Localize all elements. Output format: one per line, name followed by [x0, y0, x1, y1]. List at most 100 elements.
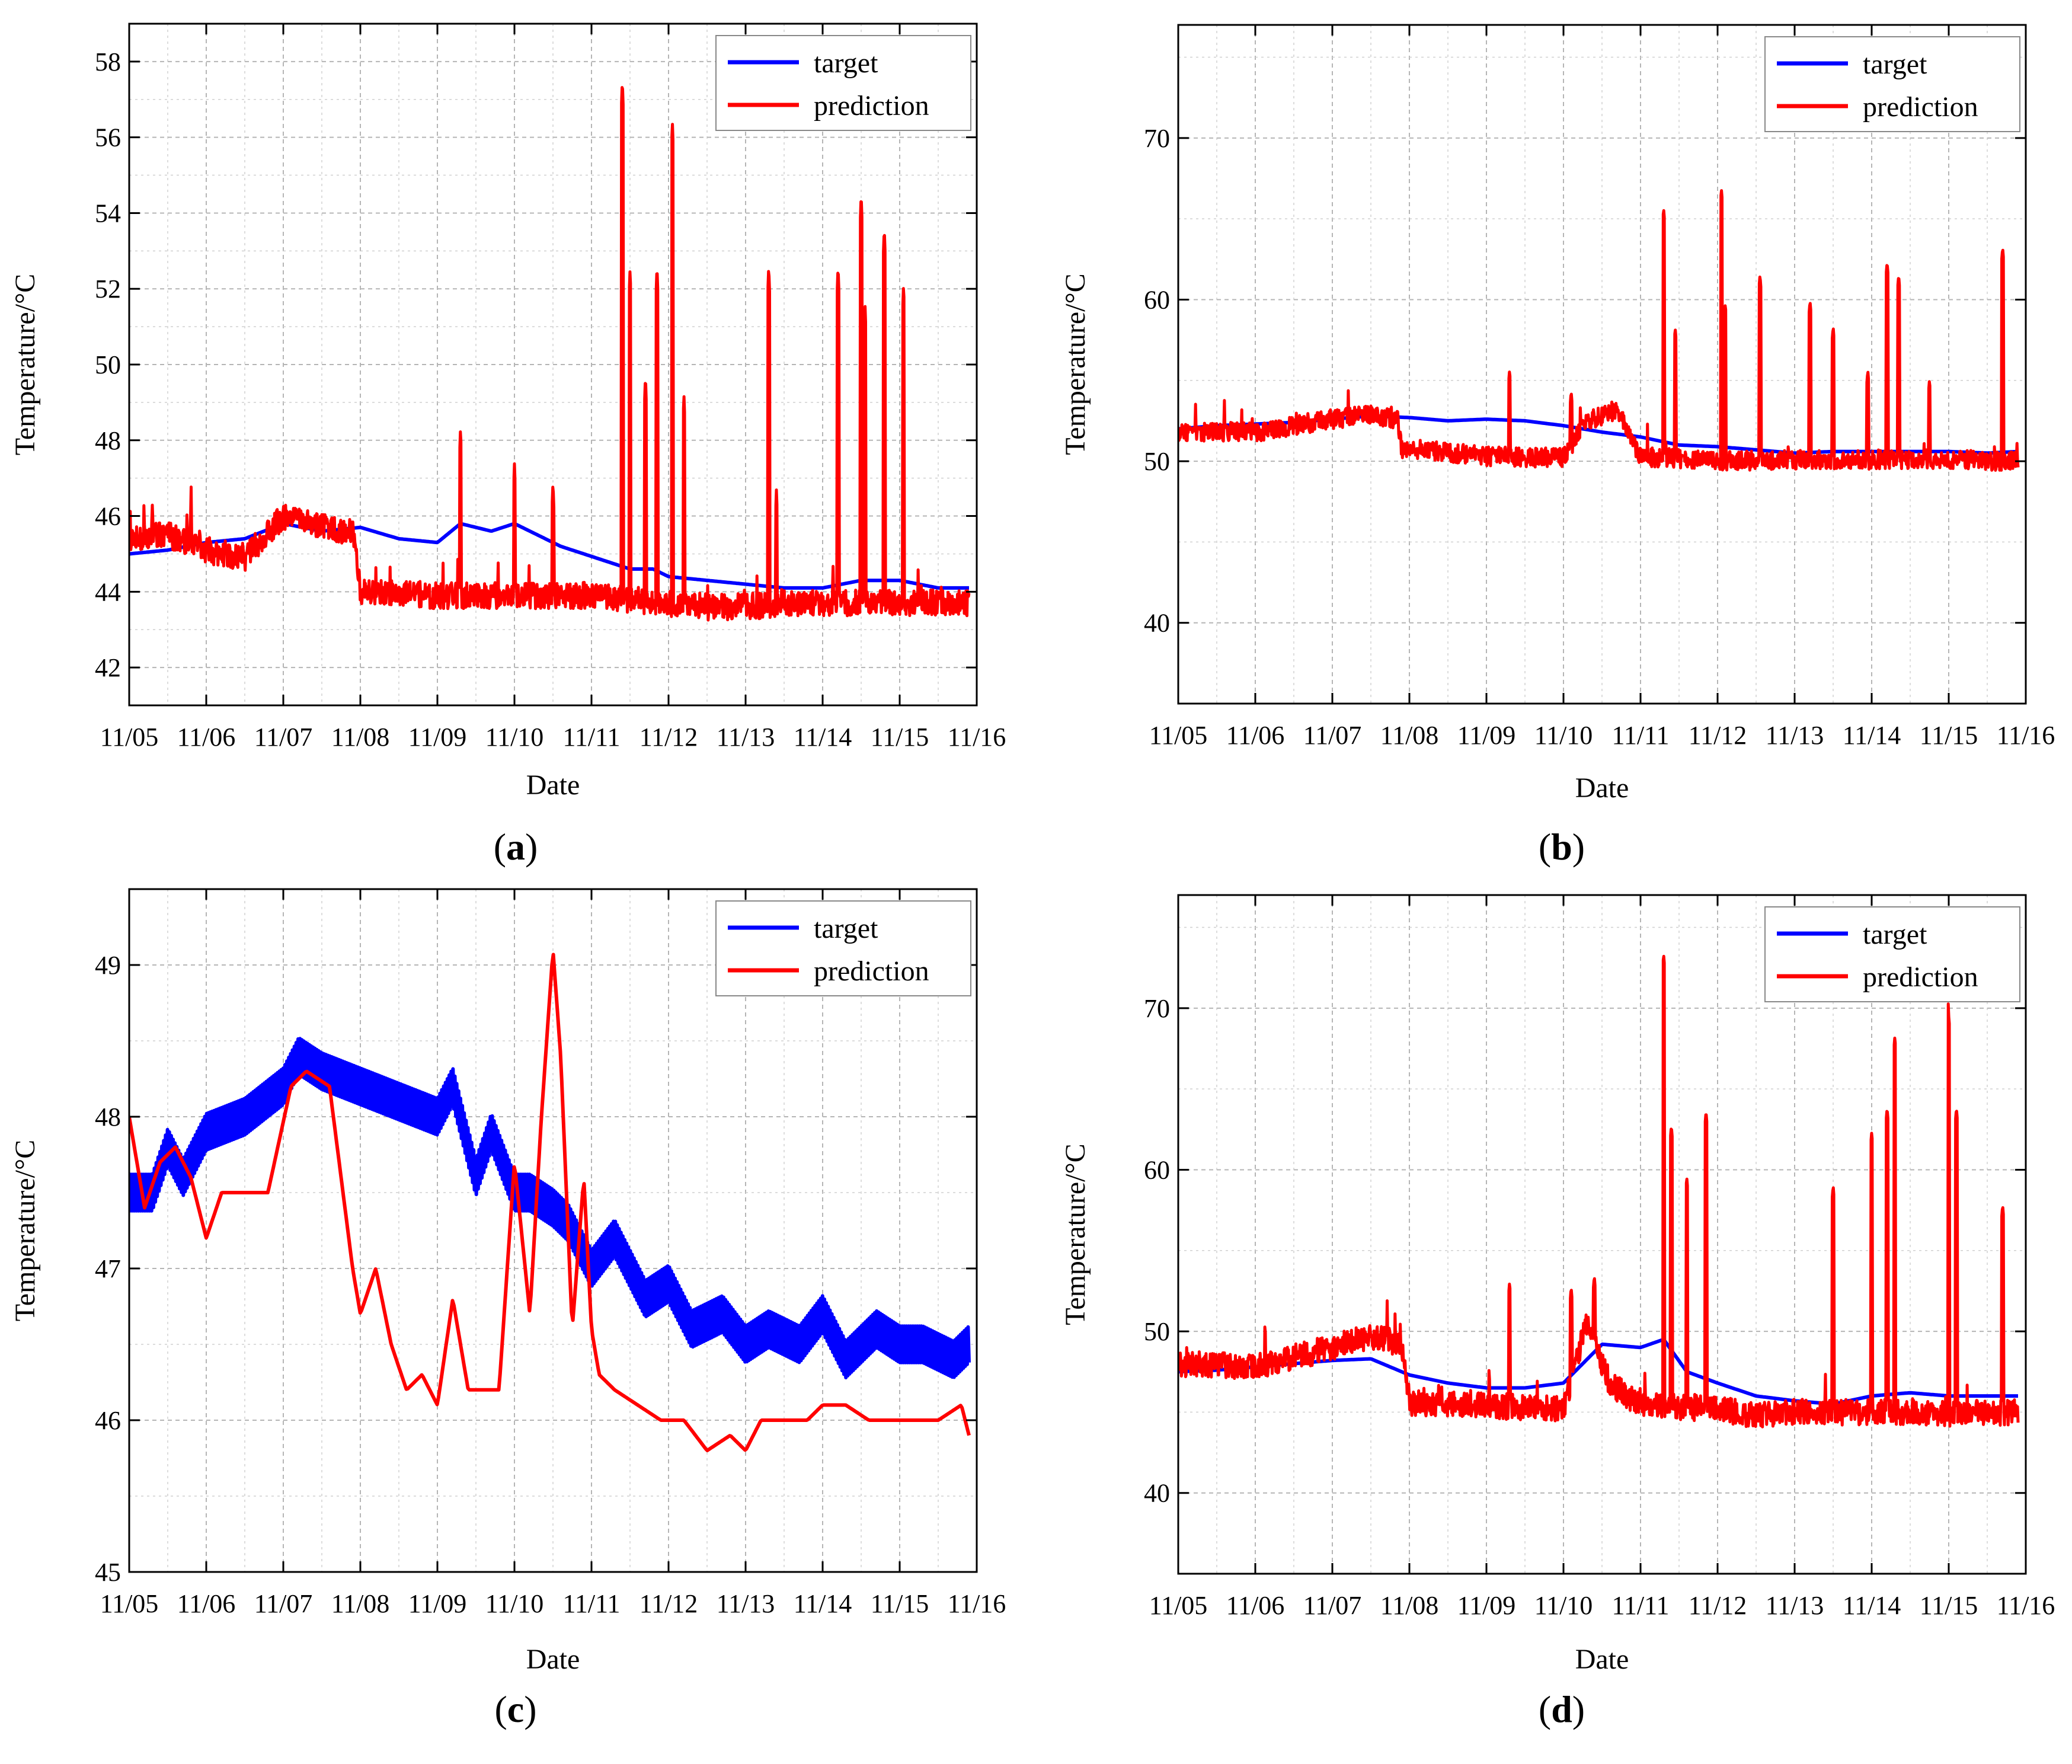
- x-tick-label: 11/16: [1997, 721, 2055, 750]
- y-tick-label: 58: [95, 47, 121, 76]
- caption-open-paren: (: [494, 826, 506, 868]
- caption-open-paren: (: [1539, 1688, 1551, 1730]
- caption-open-paren: (: [1539, 826, 1551, 868]
- y-tick-label: 40: [1144, 1479, 1170, 1508]
- y-tick-label: 70: [1144, 124, 1170, 153]
- x-tick-label: 11/16: [1997, 1591, 2055, 1620]
- x-tick-label: 11/05: [100, 723, 159, 752]
- series-group: [1178, 954, 2020, 1429]
- y-tick-label: 52: [95, 274, 121, 303]
- y-tick-label: 50: [95, 350, 121, 379]
- y-tick-label: 48: [95, 426, 121, 455]
- chart-panel-d: 11/05 11/06 11/07 11/08 11/09 11/10 11/11 11/12…: [1060, 894, 2055, 1730]
- series-group: [1178, 189, 2020, 472]
- x-tick-label: 11/11: [1612, 721, 1670, 750]
- x-tick-label: 11/10: [1534, 1591, 1593, 1620]
- x-axis-label: Date: [526, 769, 580, 801]
- plot-frame: [1177, 24, 2027, 705]
- caption-close-paren: ): [1572, 1688, 1585, 1730]
- x-tick-label: 11/12: [1689, 721, 1747, 750]
- y-tick-label: 50: [1144, 1317, 1170, 1346]
- plot-frame: [1177, 894, 2027, 1575]
- x-tick-label: 11/13: [717, 1589, 775, 1618]
- x-tick-label: 11/10: [485, 723, 544, 752]
- legend-label-prediction: prediction: [1863, 91, 1978, 123]
- x-tick-label: 11/05: [1149, 721, 1208, 750]
- x-tick-label: 11/08: [331, 1589, 390, 1618]
- x-tick-label: 11/06: [1226, 721, 1285, 750]
- x-tick-label: 11/14: [794, 723, 852, 752]
- caption-close-paren: ): [524, 1688, 536, 1730]
- chart-panel-c: 11/05 11/06 11/07 11/08 11/09 11/10 11/11 11/12…: [9, 888, 1006, 1730]
- series-line-prediction: [1178, 954, 2020, 1429]
- chart-panel-a: 11/05 11/06 11/07 11/08 11/09 11/10 11/11 11/12…: [9, 23, 1006, 868]
- legend-label-target: target: [814, 47, 878, 79]
- y-tick-label: 46: [95, 502, 121, 531]
- x-tick-label: 11/15: [871, 1589, 929, 1618]
- x-tick-label: 11/11: [563, 723, 621, 752]
- x-tick-label: 11/07: [1303, 1591, 1362, 1620]
- legend: target prediction: [715, 35, 971, 131]
- y-tick-label: 49: [95, 951, 121, 980]
- caption-letter: c: [507, 1688, 524, 1730]
- panel-caption: (a): [494, 826, 538, 868]
- legend-box: [1764, 36, 2020, 132]
- caption-letter: d: [1551, 1688, 1572, 1730]
- y-tick-label: 50: [1144, 447, 1170, 476]
- x-tick-label: 11/07: [254, 1589, 313, 1618]
- legend-label-prediction: prediction: [814, 90, 929, 122]
- x-tick-label: 11/11: [1612, 1591, 1670, 1620]
- legend-box: [715, 900, 971, 996]
- caption-open-paren: (: [494, 1688, 507, 1730]
- x-tick-label: 11/11: [563, 1589, 621, 1618]
- x-tick-label: 11/07: [1303, 721, 1362, 750]
- y-tick-label: 45: [95, 1558, 121, 1587]
- series-group: [129, 86, 971, 622]
- x-tick-label: 11/07: [254, 723, 313, 752]
- y-axis-label: Temperature/°C: [9, 274, 41, 455]
- x-tick-label: 11/08: [1380, 721, 1439, 750]
- y-tick-label: 47: [95, 1254, 121, 1283]
- legend-label-prediction: prediction: [814, 956, 929, 987]
- caption-close-paren: ): [1572, 826, 1585, 868]
- series-line-prediction: [1178, 189, 2020, 472]
- chart-panel-b: 11/05 11/06 11/07 11/08 11/09 11/10 11/11 11/12…: [1060, 24, 2055, 868]
- series-line-prediction: [129, 86, 971, 622]
- y-tick-label: 44: [95, 577, 121, 606]
- x-tick-label: 11/09: [408, 723, 467, 752]
- x-tick-label: 11/16: [948, 1589, 1006, 1618]
- legend-label-target: target: [814, 913, 878, 944]
- legend-label-target: target: [1863, 919, 1927, 950]
- x-tick-label: 11/15: [1920, 721, 1978, 750]
- x-tick-label: 11/06: [1226, 1591, 1285, 1620]
- x-tick-label: 11/10: [485, 1589, 544, 1618]
- plot-frame: [128, 888, 978, 1573]
- y-tick-label: 40: [1144, 609, 1170, 638]
- legend-box: [715, 35, 971, 131]
- x-tick-label: 11/09: [1457, 721, 1516, 750]
- series-line-target: [129, 1037, 971, 1380]
- caption-letter: b: [1551, 826, 1572, 868]
- x-tick-label: 11/06: [177, 723, 236, 752]
- x-tick-label: 11/08: [1380, 1591, 1439, 1620]
- y-tick-label: 60: [1144, 285, 1170, 314]
- series-group: [129, 953, 971, 1452]
- x-tick-label: 11/10: [1534, 721, 1593, 750]
- x-axis-label: Date: [526, 1644, 580, 1675]
- legend-label-target: target: [1863, 49, 1927, 80]
- y-tick-label: 48: [95, 1102, 121, 1132]
- x-tick-label: 11/09: [408, 1589, 467, 1618]
- y-tick-label: 54: [95, 199, 121, 228]
- x-tick-label: 11/16: [948, 723, 1006, 752]
- x-tick-label: 11/05: [1149, 1591, 1208, 1620]
- legend-box: [1764, 906, 2020, 1002]
- y-axis-label: Temperature/°C: [1060, 1143, 1091, 1325]
- legend: target prediction: [715, 900, 971, 996]
- y-axis-label: Temperature/°C: [9, 1140, 41, 1321]
- panel-caption: (d): [1539, 1688, 1585, 1730]
- x-tick-label: 11/14: [1843, 1591, 1901, 1620]
- legend-label-prediction: prediction: [1863, 961, 1978, 993]
- y-tick-label: 42: [95, 653, 121, 682]
- x-tick-label: 11/13: [717, 723, 775, 752]
